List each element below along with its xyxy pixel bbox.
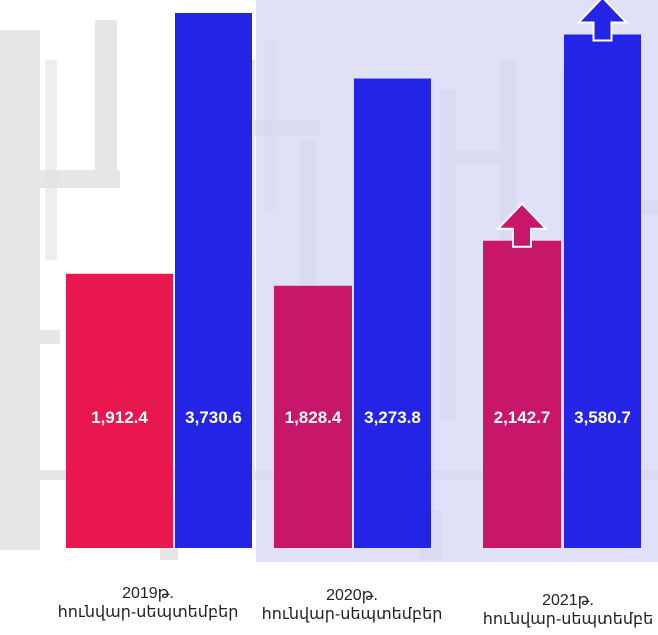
increase-arrows	[495, 0, 629, 248]
data-label-series-2-2: 3,580.7	[574, 408, 631, 427]
data-label-series-2-0: 3,730.6	[185, 408, 242, 427]
data-label-series-2-1: 3,273.8	[364, 408, 421, 427]
category-label-0: 2019թ. հունվար-սեպտեմբեր	[57, 585, 239, 621]
increase-arrow-series-1-icon	[495, 202, 549, 248]
increase-arrow-series-2-icon	[576, 0, 629, 42]
data-label-series-1-1: 1,828.4	[285, 408, 342, 427]
bar-series-2-0	[175, 13, 252, 548]
category-label-2: 2021թ. հունվար-սեպտեմբե	[482, 592, 654, 628]
bar-series-1-2	[483, 240, 561, 549]
bar-series-1-0	[66, 273, 173, 548]
series-1-bars	[66, 240, 561, 549]
category-label-1: 2020թ. հունվար-սեպտեմբեր	[261, 587, 443, 623]
bar-series-1-1	[274, 285, 352, 548]
bar-series-2-2	[564, 34, 641, 548]
data-label-series-1-2: 2,142.7	[494, 408, 551, 427]
data-label-series-1-0: 1,912.4	[91, 408, 148, 427]
bar-series-2-1	[354, 78, 431, 548]
series-2-bars	[175, 13, 641, 548]
data-labels: 1,912.4 3,730.6 1,828.4 3,273.8 2,142.7 3,580…	[91, 408, 631, 427]
